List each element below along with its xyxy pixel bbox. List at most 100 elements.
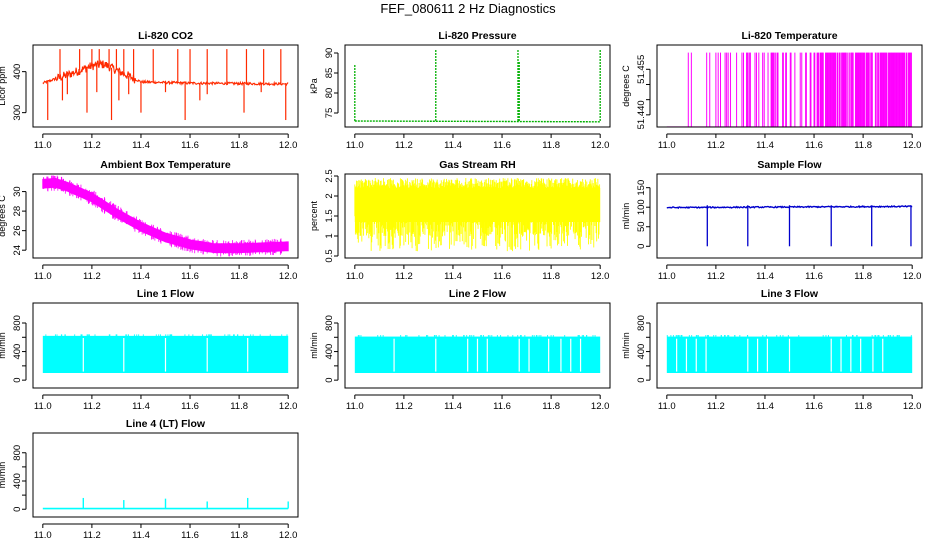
x-tick-label: 12.0 — [591, 140, 610, 151]
y-tick-label: 28 — [12, 206, 23, 217]
panel-pressure: Li-820 Pressure 11.0 11.2 11.4 11.6 11.8 12.0 7… — [309, 30, 611, 151]
panel-sample-flow: Sample Flow 11.0 11.2 11.4 11.6 11.8 12.0 0 50 10… — [621, 159, 923, 282]
y-tick-label: 400 — [12, 64, 23, 80]
y-tick-label: 0 — [324, 377, 335, 382]
y-axis-label: ml/min — [621, 203, 631, 230]
y-tick-label: 300 — [12, 105, 23, 121]
y-axis-label: kPa — [309, 78, 319, 94]
y-tick-label: 400 — [12, 473, 23, 489]
panel-title: Li-820 Pressure — [438, 30, 516, 42]
data-layer — [42, 497, 289, 510]
x-tick-label: 11.6 — [493, 140, 511, 151]
panel-box-temp: Ambient Box Temperature 11.0 11.2 11.4 11.6 1… — [0, 159, 299, 282]
plot-frame — [656, 173, 923, 259]
x-tick-label: 11.2 — [395, 401, 413, 412]
x-tick-label: 11.0 — [34, 140, 52, 151]
y-tick-label: 0 — [636, 244, 647, 249]
y-tick-label: 400 — [324, 344, 335, 360]
x-tick-label: 11.4 — [756, 140, 774, 151]
y-tick-label: 24 — [12, 245, 23, 256]
panel-title: Line 3 Flow — [761, 288, 819, 300]
x-tick-label: 11.4 — [132, 271, 150, 282]
y-tick-label: 2.5 — [324, 169, 335, 182]
x-tick-label: 12.0 — [903, 271, 922, 282]
y-axis-label: ml/min — [309, 332, 319, 359]
plot-frame — [344, 173, 611, 259]
y-tick-label: 51.440 — [636, 100, 647, 129]
data-layer — [42, 49, 289, 121]
x-tick-label: 11.6 — [181, 401, 199, 412]
x-tick-label: 11.2 — [707, 271, 725, 282]
panel-title: Gas Stream RH — [439, 159, 515, 171]
y-tick-label: 800 — [636, 315, 647, 331]
y-axis-label: degrees C — [621, 65, 631, 107]
panel-line2: Line 2 Flow 11.0 11.2 11.4 11.6 11.8 12.0 0 400 8… — [309, 288, 611, 412]
y-tick-label: 800 — [324, 315, 335, 331]
y-tick-label: 0 — [636, 377, 647, 382]
x-tick-label: 11.6 — [181, 530, 199, 540]
panel-title: Line 1 Flow — [137, 288, 195, 300]
x-tick-label: 11.8 — [542, 140, 560, 151]
x-tick-label: 11.0 — [34, 530, 52, 540]
y-tick-label: 1.5 — [324, 209, 335, 222]
plot-frame — [32, 173, 299, 259]
y-tick-label: 75 — [324, 108, 335, 119]
x-tick-label: 12.0 — [591, 401, 610, 412]
data-layer — [666, 52, 913, 127]
panel-title: Line 2 Flow — [449, 288, 507, 300]
x-tick-label: 11.2 — [395, 140, 413, 151]
plot-frame — [344, 302, 611, 389]
x-tick-label: 11.8 — [230, 530, 248, 540]
panel-title: Line 4 (LT) Flow — [126, 418, 206, 430]
x-tick-label: 11.8 — [854, 140, 872, 151]
plot-frame — [656, 44, 923, 128]
x-tick-label: 11.8 — [854, 401, 872, 412]
main-title: FEF_080611 2 Hz Diagnostics — [380, 1, 556, 16]
y-tick-label: 800 — [12, 445, 23, 461]
y-tick-label: 90 — [324, 48, 335, 59]
plot-frame — [32, 302, 299, 389]
data-layer — [666, 204, 913, 247]
y-tick-label: 0.5 — [324, 249, 335, 262]
x-tick-label: 12.0 — [903, 140, 922, 151]
data-layer — [354, 178, 601, 252]
x-tick-label: 11.4 — [132, 140, 150, 151]
panel-title: Ambient Box Temperature — [100, 159, 231, 171]
panel-title: Li-820 Temperature — [741, 30, 837, 42]
plot-frame — [32, 44, 299, 128]
y-axis-label: percent — [309, 200, 319, 231]
x-tick-label: 11.6 — [805, 271, 823, 282]
x-tick-label: 11.8 — [230, 401, 248, 412]
panel-line1: Line 1 Flow 11.0 11.2 11.4 11.6 11.8 12.0 0 400 8… — [0, 288, 299, 412]
y-tick-label: 30 — [12, 186, 23, 197]
x-tick-label: 11.0 — [658, 140, 676, 151]
data-layer — [354, 335, 601, 373]
x-tick-label: 11.2 — [707, 140, 725, 151]
x-tick-label: 11.4 — [756, 271, 774, 282]
x-tick-label: 11.2 — [395, 271, 413, 282]
y-axis-label: Licor ppm — [0, 66, 7, 106]
x-tick-label: 11.2 — [83, 140, 101, 151]
y-axis-label: ml/min — [621, 332, 631, 359]
x-tick-label: 12.0 — [279, 530, 298, 540]
x-tick-label: 11.2 — [83, 271, 101, 282]
y-tick-label: 100 — [636, 199, 647, 215]
x-tick-label: 11.8 — [230, 140, 248, 151]
y-axis-label: degrees C — [0, 195, 7, 237]
x-tick-label: 11.2 — [83, 530, 101, 540]
x-tick-label: 12.0 — [279, 271, 298, 282]
y-tick-label: 1 — [324, 233, 335, 238]
x-tick-label: 11.2 — [707, 401, 725, 412]
x-tick-label: 11.0 — [658, 401, 676, 412]
x-tick-label: 11.8 — [542, 401, 560, 412]
panel-co2: Li-820 CO2 11.0 11.2 11.4 11.6 11.8 12.0 300 400… — [0, 30, 299, 151]
x-tick-label: 12.0 — [591, 271, 610, 282]
y-tick-label: 400 — [12, 344, 23, 360]
series-line — [354, 120, 601, 123]
y-tick-label: 51.455 — [636, 55, 647, 84]
x-tick-label: 11.4 — [444, 140, 462, 151]
panel-line4: Line 4 (LT) Flow 11.0 11.2 11.4 11.6 11.8 12.0… — [0, 418, 299, 540]
y-tick-label: 150 — [636, 180, 647, 196]
x-tick-label: 11.8 — [854, 271, 872, 282]
